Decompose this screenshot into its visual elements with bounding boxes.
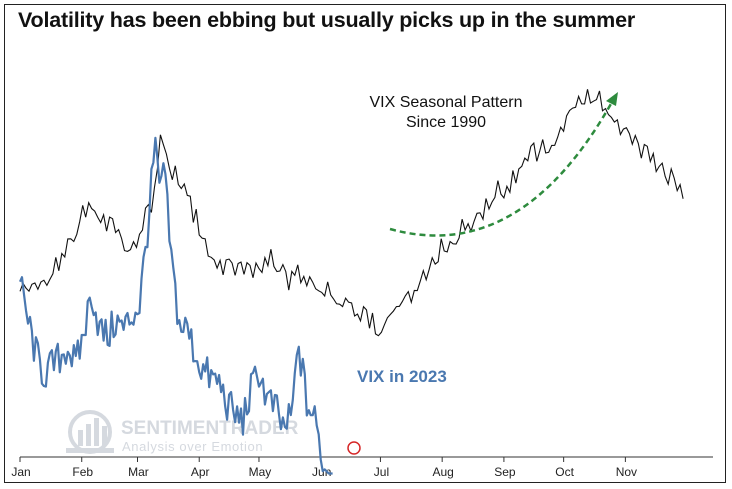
- seasonal-label-line2: Since 1990: [406, 114, 486, 131]
- arrowhead-icon: [606, 92, 618, 106]
- x-tick-label: Feb: [72, 465, 93, 479]
- seasonal-label-line1: VIX Seasonal Pattern: [370, 94, 523, 111]
- x-tick-label: Oct: [555, 465, 574, 479]
- x-tick-label: Nov: [616, 465, 637, 479]
- watermark-brand: SENTIMENTRADER: [121, 418, 299, 439]
- x-axis-ticks: Jan Feb Mar Apr May Jun Jul Aug Sep Oct Nov: [11, 457, 637, 479]
- chart-frame: [4, 4, 726, 483]
- x-tick-label: Jul: [374, 465, 389, 479]
- watermark-tagline: Analysis over Emotion: [122, 439, 263, 454]
- chart-title: Volatility has been ebbing but usually p…: [18, 8, 635, 32]
- end-marker-circle: [347, 441, 361, 455]
- seasonal-trend-arrow: [389, 101, 614, 237]
- x-tick-label: Sep: [494, 465, 516, 479]
- x-tick-label: Jun: [312, 465, 331, 479]
- x-tick-label: Aug: [432, 465, 453, 479]
- series-vix-2023-line: [18, 136, 333, 475]
- vix2023-label: VIX in 2023: [357, 367, 447, 386]
- series-vix-seasonal-line: [19, 89, 684, 337]
- x-tick-label: Jan: [11, 465, 30, 479]
- x-tick-label: Apr: [191, 465, 210, 479]
- watermark: SENTIMENTRADER Analysis over Emotion: [66, 410, 299, 454]
- x-tick-label: May: [249, 465, 272, 479]
- x-tick-label: Mar: [128, 465, 149, 479]
- watermark-logo-icon: [66, 410, 114, 454]
